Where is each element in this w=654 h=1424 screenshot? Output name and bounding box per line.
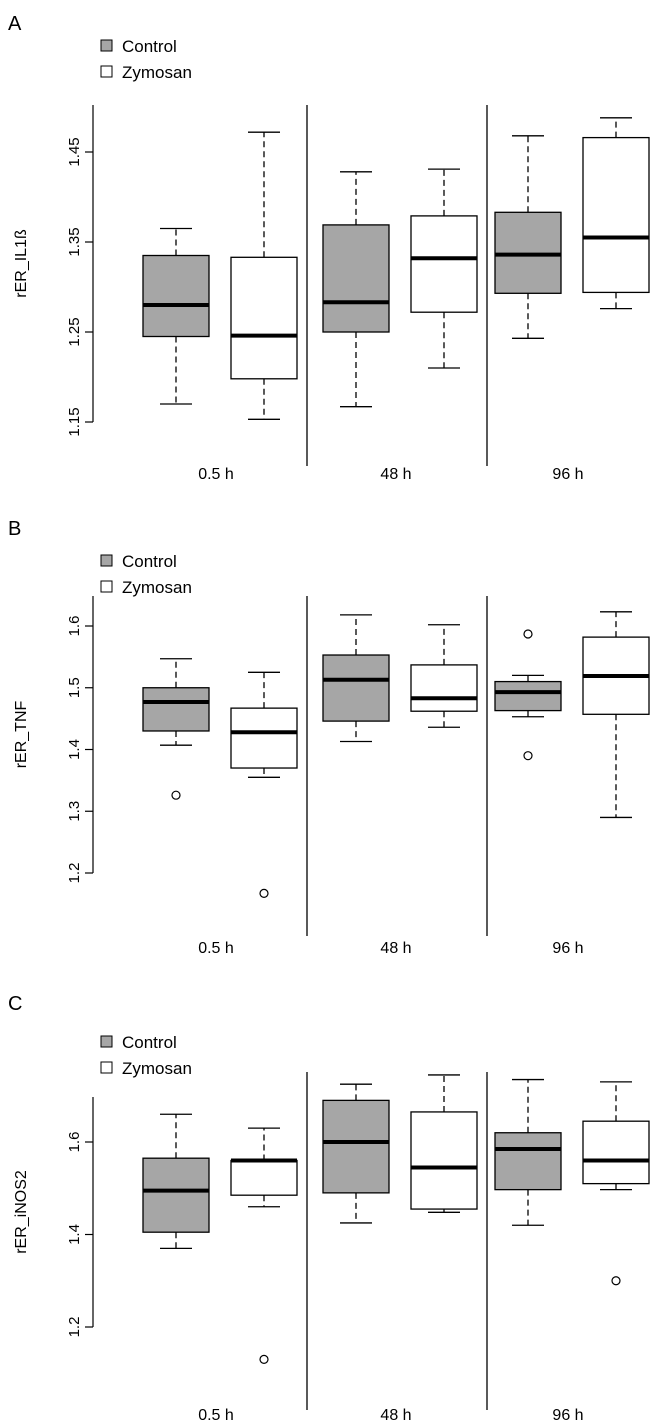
y-tick-label: 1.5 [66, 677, 83, 698]
y-axis-label: rER_IL1ß [13, 229, 30, 298]
box-body [142, 1157, 210, 1233]
legend-label-control: Control [122, 552, 177, 571]
panel-a: A Control Zymosan 1.15 1.25 1.35 1.45 rER_IL1ß 0… [8, 13, 650, 483]
outlier-point [259, 1354, 269, 1364]
legend-swatch-zymosan [100, 1061, 113, 1074]
legend-label-zymosan: Zymosan [122, 578, 192, 597]
category-label: 48 h [380, 466, 411, 483]
box-zymosan-0 [230, 671, 298, 898]
category-label: 96 h [552, 940, 583, 957]
box-body [230, 707, 298, 769]
box-control-0 [142, 1113, 210, 1250]
y-tick-label: 1.45 [66, 137, 83, 166]
outlier-point [171, 790, 181, 800]
outlier-point [259, 888, 269, 898]
panel-b: B Control Zymosan 1.2 1.3 1.4 1.5 1.6 rER_TNF 0.5… [8, 518, 650, 957]
box-body [142, 687, 210, 732]
y-tick-label: 1.6 [66, 1132, 83, 1153]
box-body [322, 654, 390, 722]
legend: Control Zymosan [100, 1033, 192, 1078]
box-body [230, 256, 298, 380]
box-body [410, 215, 478, 313]
legend-swatch-control [100, 39, 113, 52]
category-label: 96 h [552, 1407, 583, 1424]
legend-swatch-control [100, 554, 113, 567]
box-zymosan-0 [230, 131, 298, 420]
outlier-point [523, 751, 533, 761]
box-control-2 [494, 1078, 562, 1226]
box-zymosan-1 [410, 1074, 478, 1213]
box-control-0 [142, 227, 210, 405]
category-label: 0.5 h [198, 940, 234, 957]
category-label: 48 h [380, 940, 411, 957]
box-control-1 [322, 1083, 390, 1224]
category-label: 0.5 h [198, 466, 234, 483]
box-body [230, 1159, 298, 1196]
y-tick-label: 1.6 [66, 616, 83, 637]
y-tick-label: 1.15 [66, 407, 83, 436]
box-zymosan-1 [410, 168, 478, 369]
box-zymosan-2 [582, 1081, 650, 1286]
legend-swatch-zymosan [100, 580, 113, 593]
legend: Control Zymosan [100, 552, 192, 597]
category-label: 96 h [552, 466, 583, 483]
box-zymosan-2 [582, 117, 650, 310]
y-axis: 1.15 1.25 1.35 1.45 rER_IL1ß [13, 105, 94, 437]
panel-c: C Control Zymosan 1.2 1.4 1.6 rER_iNOS2 0.5 h 48… [8, 993, 650, 1424]
box-body [582, 136, 650, 294]
y-tick-label: 1.2 [66, 1317, 83, 1338]
box-zymosan-2 [582, 611, 650, 819]
box-body [494, 680, 562, 712]
box-body [322, 224, 390, 333]
box-control-1 [322, 171, 390, 408]
panel-letter: A [8, 13, 22, 35]
category-label: 0.5 h [198, 1407, 234, 1424]
category-label: 48 h [380, 1407, 411, 1424]
y-axis-label: rER_iNOS2 [13, 1170, 30, 1254]
outlier-point [611, 1276, 621, 1286]
box-body [494, 1132, 562, 1191]
panel-letter: C [8, 993, 22, 1015]
y-tick-label: 1.4 [66, 739, 83, 760]
outlier-point [523, 629, 533, 639]
box-body [582, 1120, 650, 1185]
y-tick-label: 1.3 [66, 801, 83, 822]
box-control-1 [322, 614, 390, 743]
box-body [410, 1111, 478, 1210]
legend-label-control: Control [122, 37, 177, 56]
legend-label-zymosan: Zymosan [122, 63, 192, 82]
box-body [322, 1099, 390, 1194]
y-axis: 1.2 1.4 1.6 rER_iNOS2 [13, 1097, 94, 1338]
y-axis-label: rER_TNF [13, 701, 30, 769]
panel-letter: B [8, 518, 21, 540]
box-control-0 [142, 658, 210, 800]
y-tick-label: 1.2 [66, 863, 83, 884]
y-tick-label: 1.4 [66, 1224, 83, 1245]
box-body [410, 664, 478, 712]
box-control-2 [494, 135, 562, 339]
box-zymosan-0 [230, 1127, 298, 1364]
legend-label-zymosan: Zymosan [122, 1059, 192, 1078]
box-zymosan-1 [410, 624, 478, 728]
box-control-2 [494, 629, 562, 761]
y-tick-label: 1.35 [66, 227, 83, 256]
box-body [142, 254, 210, 338]
legend-swatch-control [100, 1035, 113, 1048]
legend-swatch-zymosan [100, 65, 113, 78]
y-tick-label: 1.25 [66, 317, 83, 346]
legend-label-control: Control [122, 1033, 177, 1052]
legend: Control Zymosan [100, 37, 192, 82]
y-axis: 1.2 1.3 1.4 1.5 1.6 rER_TNF [13, 596, 94, 884]
